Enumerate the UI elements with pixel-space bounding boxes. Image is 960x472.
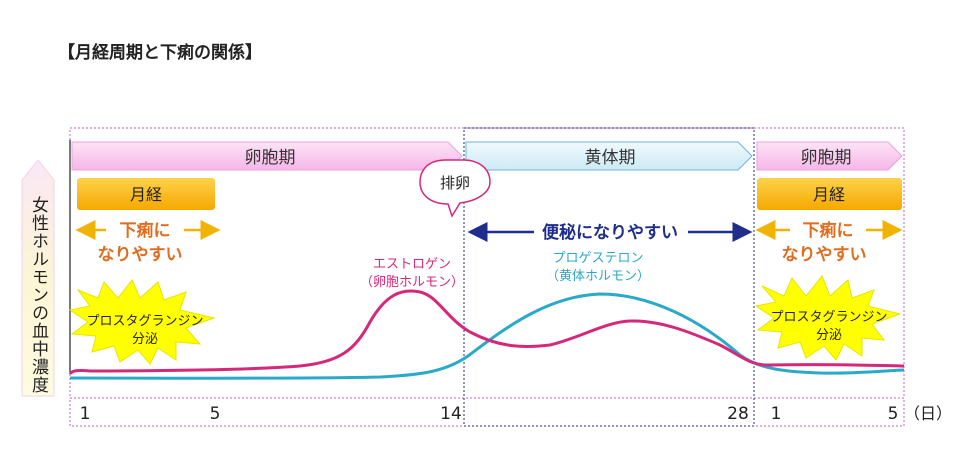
x-tick-5-next: 5 xyxy=(888,404,899,424)
diarrhea-label-right-line2: なりやすい xyxy=(782,245,867,265)
x-tick-5: 5 xyxy=(210,404,221,424)
prostaglandin-label-right-line2: 分泌 xyxy=(816,328,842,343)
prostaglandin-label-left-line2: 分泌 xyxy=(132,332,158,347)
menstruation-box-right xyxy=(757,178,902,210)
phase-label-follicular-next: 卵胞期 xyxy=(801,148,852,168)
diagram-title: 【月経周期と下痢の関係】 xyxy=(58,42,262,63)
estrogen-label-name: エストロゲン xyxy=(373,257,451,272)
ovulation-callout xyxy=(419,159,491,218)
x-tick-1: 1 xyxy=(80,404,91,424)
diarrhea-label-left-line1: 下痢に xyxy=(120,220,171,241)
diarrhea-label-right-line1: 下痢に xyxy=(803,220,854,241)
estrogen-label-sub: （卵胞ホルモン） xyxy=(360,275,464,290)
progesterone-label-name: プロゲステロン xyxy=(552,251,643,266)
progesterone-label-sub: （黄体ホルモン） xyxy=(546,269,650,284)
phase-banner-follicular-next xyxy=(756,141,903,171)
x-axis-unit: （日） xyxy=(904,404,952,423)
prostaglandin-label-left-line1: プロスタグランジン xyxy=(86,314,203,329)
x-axis-frame xyxy=(69,397,905,427)
menstruation-label-right: 月経 xyxy=(813,185,845,204)
menstruation-box-left xyxy=(77,178,215,210)
phase-label-follicular: 卵胞期 xyxy=(245,148,296,168)
y-axis-arrow xyxy=(21,159,55,397)
phase-label-luteal: 黄体期 xyxy=(585,148,636,168)
x-tick-14: 14 xyxy=(440,404,462,424)
prostaglandin-burst-right xyxy=(754,275,902,361)
diarrhea-label-left-line2: なりやすい xyxy=(98,245,183,265)
x-tick-28: 28 xyxy=(727,404,749,424)
prostaglandin-burst-left xyxy=(68,279,216,365)
menstruation-label-left: 月経 xyxy=(130,185,162,204)
estrogen-curve xyxy=(68,289,905,375)
constipation-label: 便秘になりやすい xyxy=(542,222,678,243)
ovulation-label: 排卵 xyxy=(440,174,470,192)
x-tick-1-next: 1 xyxy=(771,404,782,424)
luteal-frame xyxy=(463,127,755,427)
y-axis-label: 女性ホルモンの血中濃度 xyxy=(28,196,49,394)
prostaglandin-label-right-line1: プロスタグランジン xyxy=(770,310,887,325)
progesterone-curve xyxy=(69,292,905,380)
